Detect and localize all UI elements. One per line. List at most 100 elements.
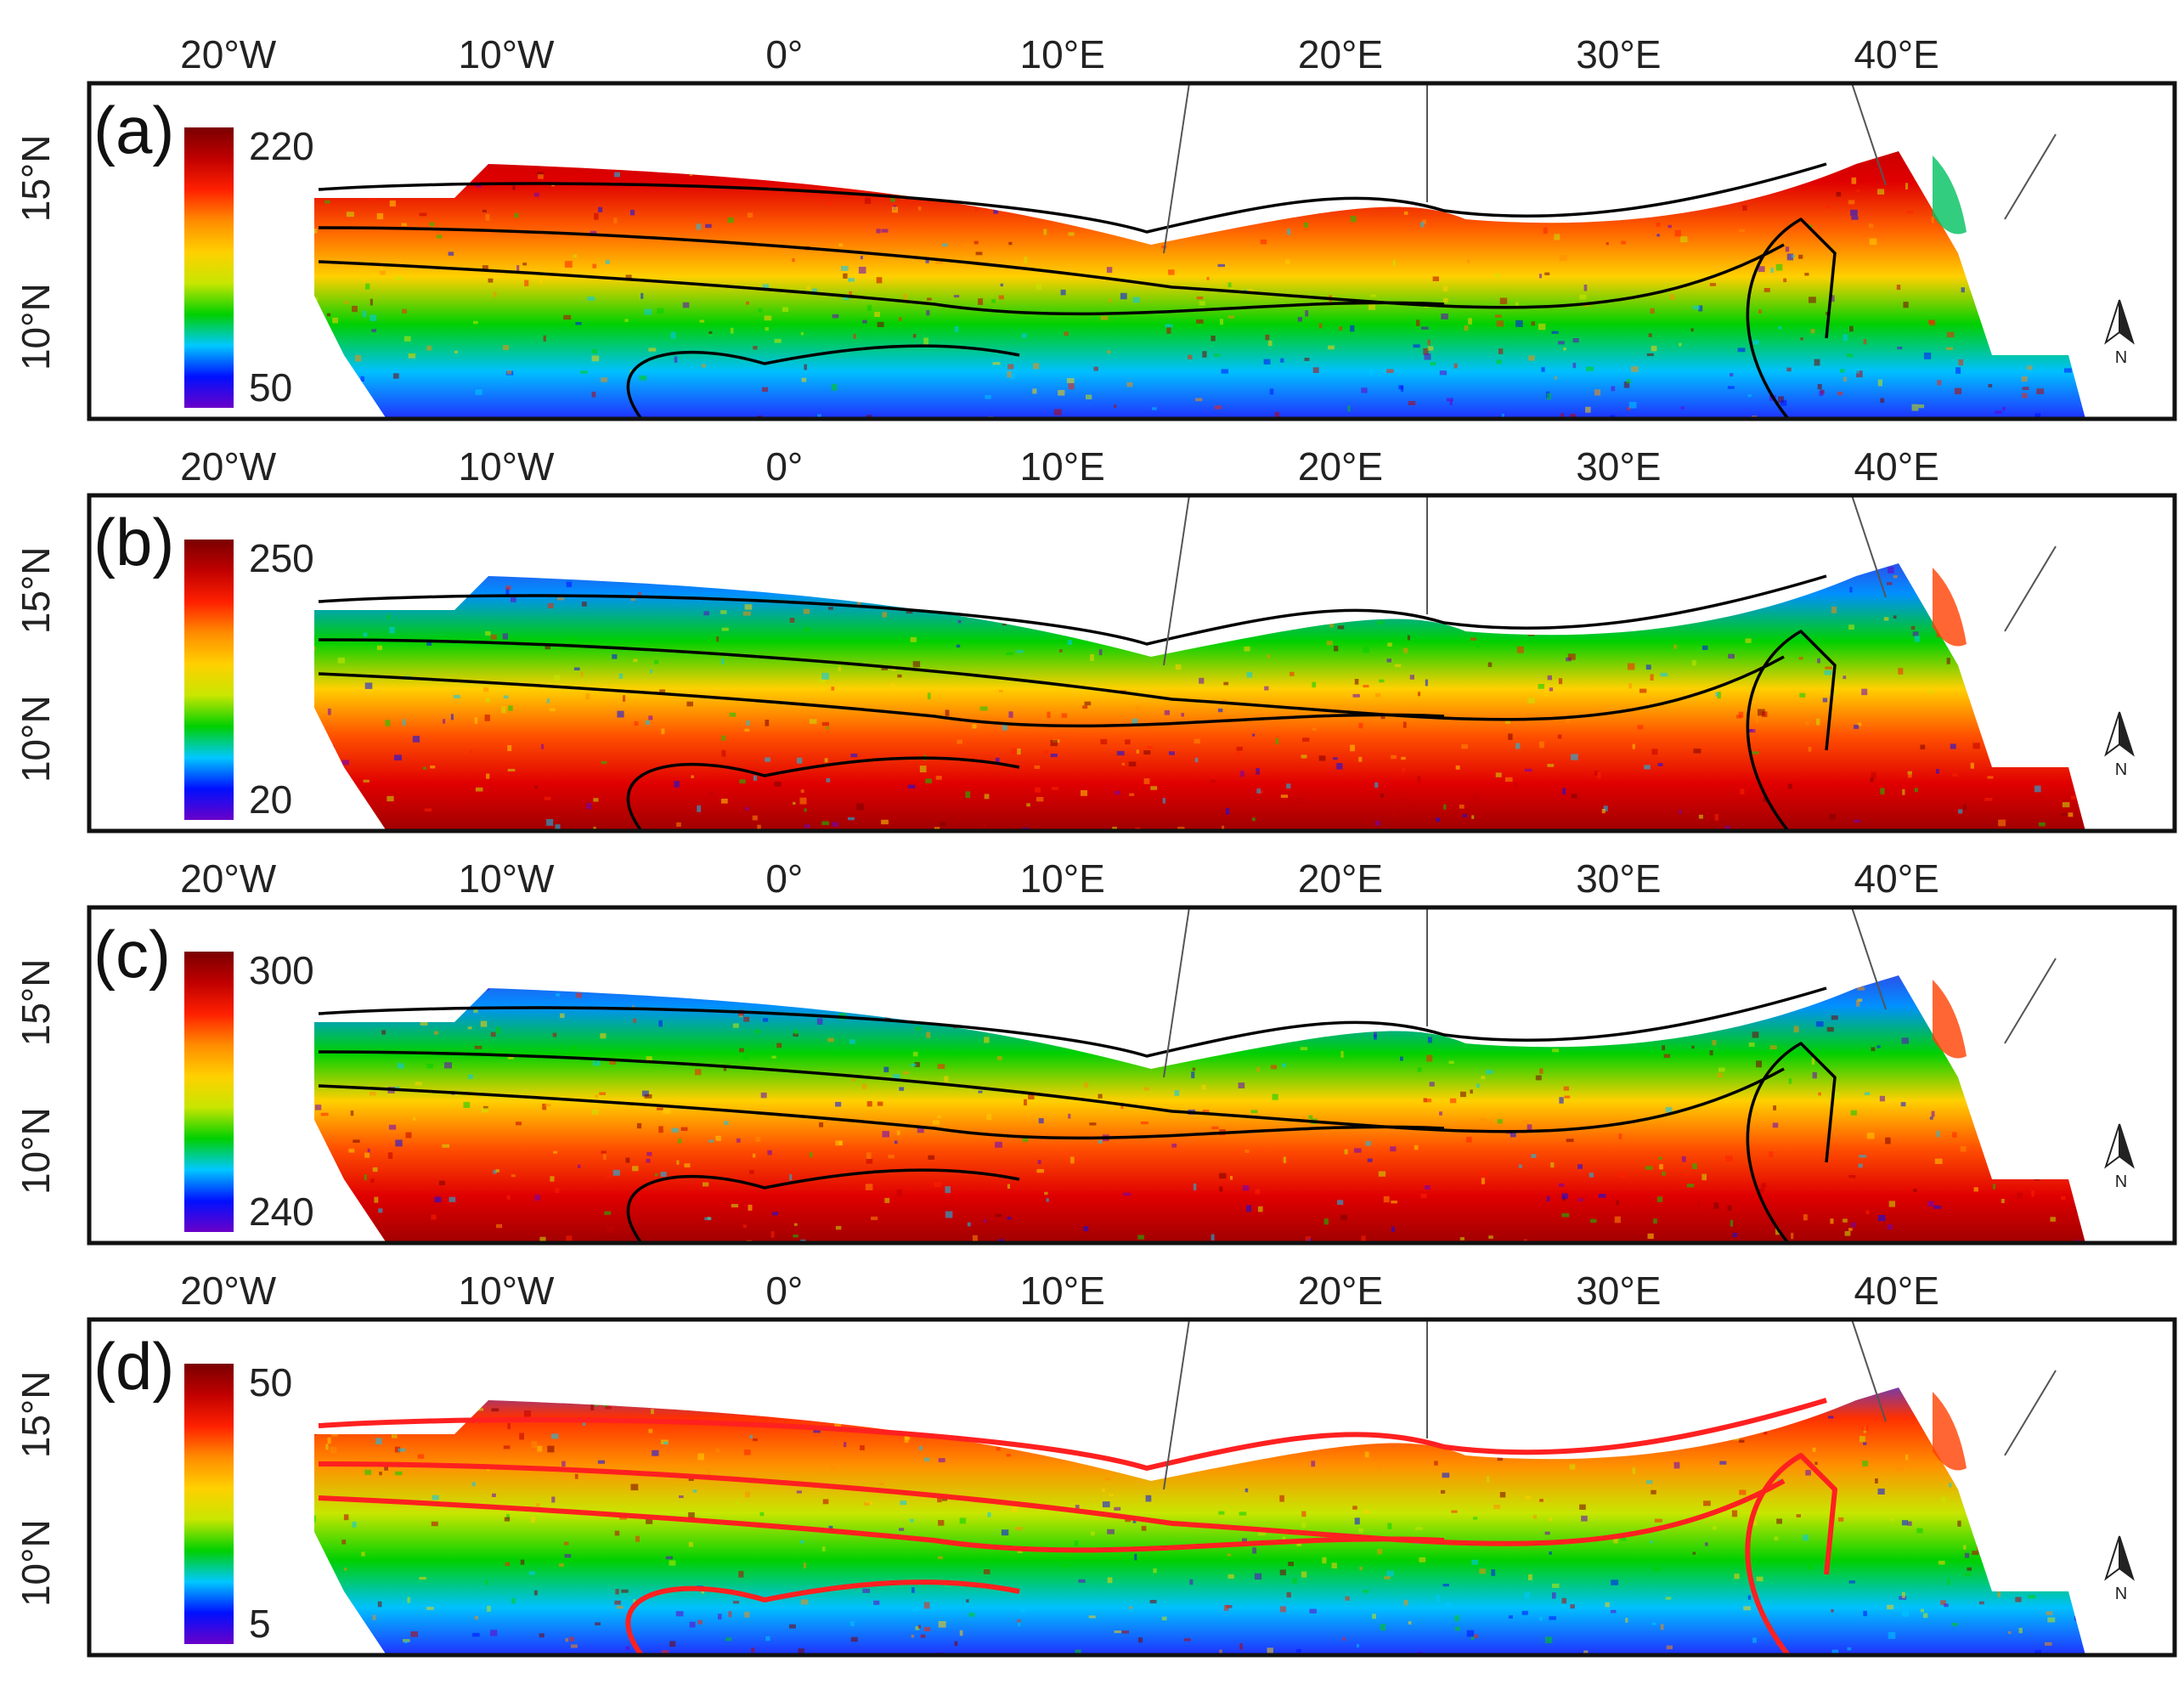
boundary-line bbox=[626, 344, 1020, 421]
boundary-line bbox=[318, 574, 1827, 646]
lat-tick-label: 10°N bbox=[14, 1107, 58, 1195]
colorbar bbox=[184, 540, 234, 820]
panel-label: (d) bbox=[93, 1329, 174, 1404]
north-arrow-label: N bbox=[2115, 760, 2127, 779]
lat-tick-label: 15°N bbox=[14, 134, 58, 222]
boundary-line bbox=[318, 1398, 1827, 1471]
lon-tick-label: 40°E bbox=[1854, 32, 1939, 76]
north-arrow-label: N bbox=[2115, 348, 2127, 367]
lat-tick-label: 15°N bbox=[14, 1370, 58, 1458]
colorbar-min-label: 20 bbox=[249, 777, 292, 822]
boundary-line bbox=[1746, 630, 1837, 833]
boundary-line bbox=[1746, 218, 1837, 421]
country-border bbox=[1851, 1319, 1887, 1422]
boundary-line bbox=[318, 226, 1785, 309]
lon-tick-label: 30°E bbox=[1576, 32, 1661, 76]
colorbar-max-label: 300 bbox=[249, 948, 314, 992]
lon-tick-label: 20°E bbox=[1298, 444, 1383, 489]
north-arrow-label: N bbox=[2115, 1173, 2127, 1191]
boundary-line bbox=[625, 1579, 1020, 1657]
lat-tick-label: 10°N bbox=[14, 283, 58, 370]
lon-tick-label: 10°W bbox=[459, 856, 556, 901]
map-panel-4: 20°W 10°W 0° 10°E 20°E 30°E 40°E 15°N 10°N (d) 50 5… bbox=[14, 1269, 2177, 1658]
map-panel-2: 20°W 10°W 0° 10°E 20°E 30°E 40°E 15°N 10°N (b) 250… bbox=[14, 444, 2177, 834]
country-border bbox=[2004, 545, 2057, 632]
arabia-raster-patch bbox=[1933, 568, 1967, 647]
colorbar-max-label: 220 bbox=[249, 124, 314, 168]
boundary-line bbox=[318, 672, 1445, 728]
colorbar bbox=[184, 1364, 234, 1644]
boundary-line bbox=[626, 756, 1020, 833]
colorbar-min-label: 50 bbox=[249, 365, 292, 410]
colorbar-min-label: 240 bbox=[249, 1190, 314, 1234]
panel-frame bbox=[87, 905, 2177, 1246]
lon-tick-label: 30°E bbox=[1576, 856, 1661, 901]
country-border bbox=[1163, 82, 1190, 254]
lon-tick-label: 20°E bbox=[1298, 1269, 1383, 1313]
lon-tick-label: 0° bbox=[765, 856, 803, 901]
lon-tick-label: 10°E bbox=[1020, 444, 1105, 489]
lon-tick-label: 10°W bbox=[459, 32, 556, 76]
lon-tick-label: 30°E bbox=[1576, 444, 1661, 489]
colorbar bbox=[184, 952, 234, 1232]
lon-tick-label: 0° bbox=[765, 32, 803, 76]
panel-label: (b) bbox=[93, 505, 174, 579]
boundary-line bbox=[626, 1168, 1020, 1245]
country-border bbox=[1163, 1319, 1190, 1490]
lon-tick-label: 20°W bbox=[180, 1269, 277, 1313]
panel-frame bbox=[87, 1317, 2177, 1658]
lon-tick-label: 20°E bbox=[1298, 32, 1383, 76]
country-border bbox=[1851, 907, 1887, 1010]
lon-tick-label: 0° bbox=[765, 444, 803, 489]
map-panel-1: 20°W 10°W 0° 10°E 20°E 30°E 40°E 15°N 10°N (a) 220… bbox=[14, 32, 2177, 421]
lon-tick-label: 20°W bbox=[180, 856, 277, 901]
lon-tick-label: 20°E bbox=[1298, 856, 1383, 901]
panel-label: (c) bbox=[93, 917, 171, 992]
panel-label: (a) bbox=[93, 93, 174, 167]
boundary-line bbox=[1746, 1042, 1837, 1245]
country-border bbox=[2004, 958, 2057, 1044]
north-arrow-icon bbox=[2119, 299, 2135, 345]
lon-tick-label: 40°E bbox=[1854, 1269, 1939, 1313]
country-border bbox=[1163, 907, 1190, 1078]
colorbar-max-label: 50 bbox=[249, 1360, 292, 1404]
lon-tick-label: 20°W bbox=[180, 32, 277, 76]
boundary-line bbox=[318, 162, 1827, 234]
north-arrow-label: N bbox=[2115, 1585, 2127, 1603]
colorbar-max-label: 250 bbox=[249, 536, 314, 580]
lon-tick-label: 40°E bbox=[1854, 856, 1939, 901]
north-arrow-icon bbox=[2119, 711, 2135, 757]
north-arrow-icon bbox=[2119, 1535, 2135, 1581]
lon-tick-label: 40°E bbox=[1854, 444, 1939, 489]
lon-tick-label: 10°W bbox=[459, 1269, 556, 1313]
boundary-line bbox=[318, 1495, 1445, 1553]
lat-tick-label: 15°N bbox=[14, 546, 58, 634]
lat-tick-label: 15°N bbox=[14, 958, 58, 1046]
lon-tick-label: 10°E bbox=[1020, 856, 1105, 901]
country-border bbox=[2004, 1370, 2057, 1456]
lon-tick-label: 10°E bbox=[1020, 32, 1105, 76]
boundary-line bbox=[318, 1084, 1445, 1140]
lon-tick-label: 10°W bbox=[459, 444, 556, 489]
map-panel-3: 20°W 10°W 0° 10°E 20°E 30°E 40°E 15°N 10°N (c) 300… bbox=[14, 856, 2177, 1246]
lat-tick-label: 10°N bbox=[14, 1519, 58, 1607]
lat-tick-label: 10°N bbox=[14, 695, 58, 783]
country-border bbox=[1851, 494, 1887, 598]
panel-frame bbox=[87, 81, 2177, 421]
country-border bbox=[2004, 133, 2057, 220]
panel-frame bbox=[87, 493, 2177, 834]
boundary-line bbox=[318, 638, 1785, 721]
boundary-line bbox=[318, 1050, 1785, 1133]
arabia-raster-patch bbox=[1933, 155, 1967, 235]
colorbar-min-label: 5 bbox=[249, 1602, 271, 1646]
colorbar bbox=[184, 127, 234, 408]
arabia-raster-patch bbox=[1933, 1392, 1967, 1471]
country-border bbox=[1163, 494, 1190, 666]
country-border bbox=[1851, 82, 1887, 186]
lon-tick-label: 20°W bbox=[180, 444, 277, 489]
lon-tick-label: 30°E bbox=[1576, 1269, 1661, 1313]
lon-tick-label: 0° bbox=[765, 1269, 803, 1313]
boundary-line bbox=[318, 260, 1445, 316]
north-arrow-icon bbox=[2119, 1123, 2135, 1169]
